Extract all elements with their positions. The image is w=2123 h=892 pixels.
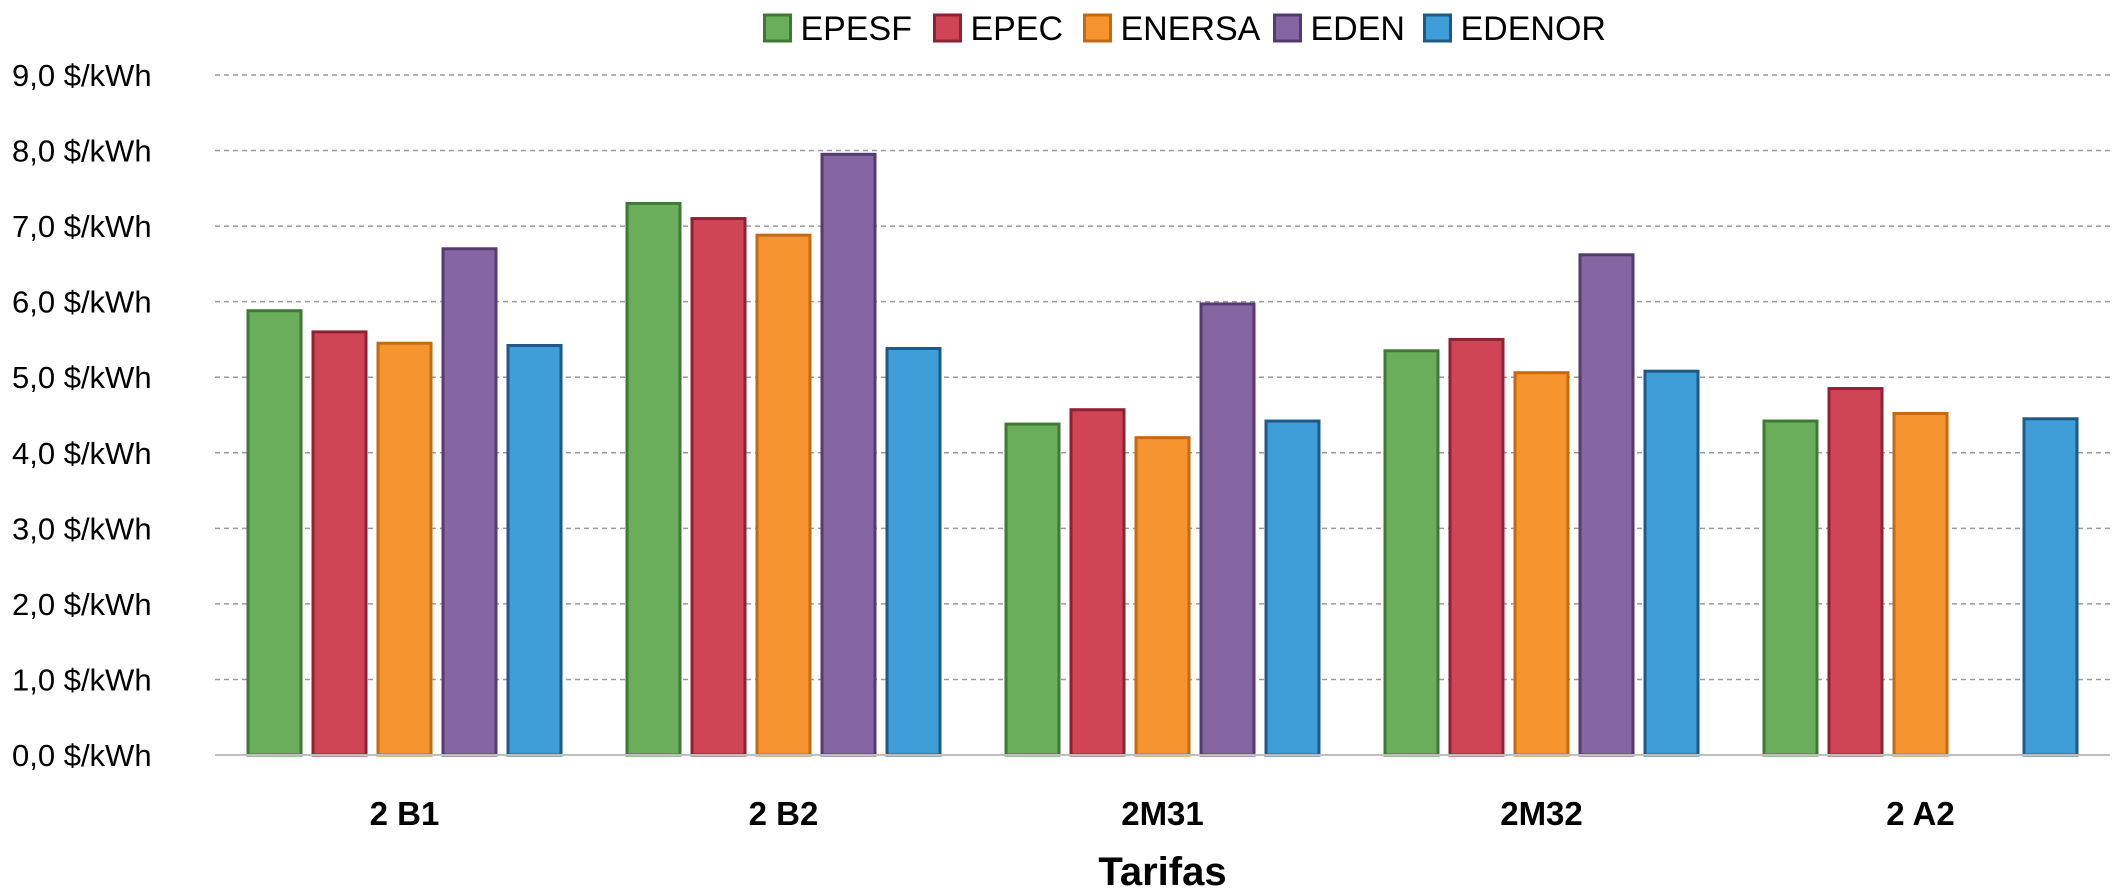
bar-edenor-2b1 xyxy=(506,343,563,757)
bar-enersa-2m31 xyxy=(1134,436,1191,757)
bar-eden-2m32 xyxy=(1578,253,1635,757)
bar-enersa-2b1 xyxy=(376,341,433,757)
bar-epesf-2m32 xyxy=(1383,349,1440,757)
bar-eden-2m31 xyxy=(1199,302,1256,757)
bar-edenor-2a2 xyxy=(2022,417,2079,757)
legend: EPESF EPEC ENERSA EDEN EDENOR xyxy=(763,10,1606,48)
bar-epesf-2m31 xyxy=(1004,422,1061,757)
bar-epesf-2a2 xyxy=(1762,419,1819,757)
y-tick-label: 7,0 $/kWh xyxy=(12,209,152,244)
bar-edenor-2b2 xyxy=(885,347,942,757)
bar-epesf-2b2 xyxy=(625,201,682,757)
legend-item-epesf: EPESF xyxy=(763,10,912,48)
y-tick-label: 2,0 $/kWh xyxy=(12,587,152,622)
legend-swatch xyxy=(933,13,962,43)
legend-item-edenor: EDENOR xyxy=(1423,10,1606,48)
y-tick-label: 9,0 $/kWh xyxy=(12,58,152,93)
legend-swatch xyxy=(1423,13,1452,43)
legend-item-eden: EDEN xyxy=(1273,10,1405,48)
x-category-label: 2 A2 xyxy=(1886,795,1954,832)
bar-enersa-2a2 xyxy=(1892,411,1949,757)
bar-enersa-2m32 xyxy=(1513,371,1570,757)
bar-epec-2m31 xyxy=(1069,408,1126,757)
legend-label: EPEC xyxy=(971,10,1064,48)
bar-epec-2m32 xyxy=(1448,337,1505,757)
y-tick-label: 0,0 $/kWh xyxy=(12,738,152,773)
bar-eden-2b1 xyxy=(441,247,498,757)
legend-label: EPESF xyxy=(801,10,912,48)
bar-edenor-2m32 xyxy=(1643,369,1700,757)
y-tick-label: 6,0 $/kWh xyxy=(12,285,152,320)
legend-label: EDENOR xyxy=(1461,10,1606,48)
bar-edenor-2m31 xyxy=(1264,419,1321,757)
bar-epec-2b2 xyxy=(690,217,747,757)
legend-label: EDEN xyxy=(1311,10,1405,48)
x-axis-category-labels: 2 B1 2 B2 2M31 2M32 2 A2 xyxy=(370,795,1955,832)
bar-epesf-2b1 xyxy=(246,309,303,757)
y-tick-label: 4,0 $/kWh xyxy=(12,436,152,471)
bar-epec-2a2 xyxy=(1827,387,1884,757)
bar-eden-2b2 xyxy=(820,152,877,757)
y-tick-label: 8,0 $/kWh xyxy=(12,134,152,169)
x-category-label: 2 B2 xyxy=(749,795,819,832)
legend-item-enersa: ENERSA xyxy=(1083,10,1261,48)
legend-item-epec: EPEC xyxy=(933,10,1064,48)
bar-epec-2b1 xyxy=(311,330,368,757)
x-category-label: 2M31 xyxy=(1121,795,1204,832)
legend-swatch xyxy=(1273,13,1302,43)
legend-swatch xyxy=(1083,13,1112,43)
x-category-label: 2M32 xyxy=(1500,795,1583,832)
y-tick-label: 3,0 $/kWh xyxy=(12,511,152,546)
bars xyxy=(246,152,2079,757)
bar-enersa-2b2 xyxy=(755,233,812,757)
legend-label: ENERSA xyxy=(1121,10,1261,48)
y-tick-label: 5,0 $/kWh xyxy=(12,360,152,395)
x-category-label: 2 B1 xyxy=(370,795,440,832)
x-axis-title: Tarifas xyxy=(1098,850,1226,892)
legend-swatch xyxy=(763,13,792,43)
y-axis-tick-labels: 0,0 $/kWh 1,0 $/kWh 2,0 $/kWh 3,0 $/kWh 4,0 … xyxy=(12,58,152,773)
y-tick-label: 1,0 $/kWh xyxy=(12,662,152,697)
